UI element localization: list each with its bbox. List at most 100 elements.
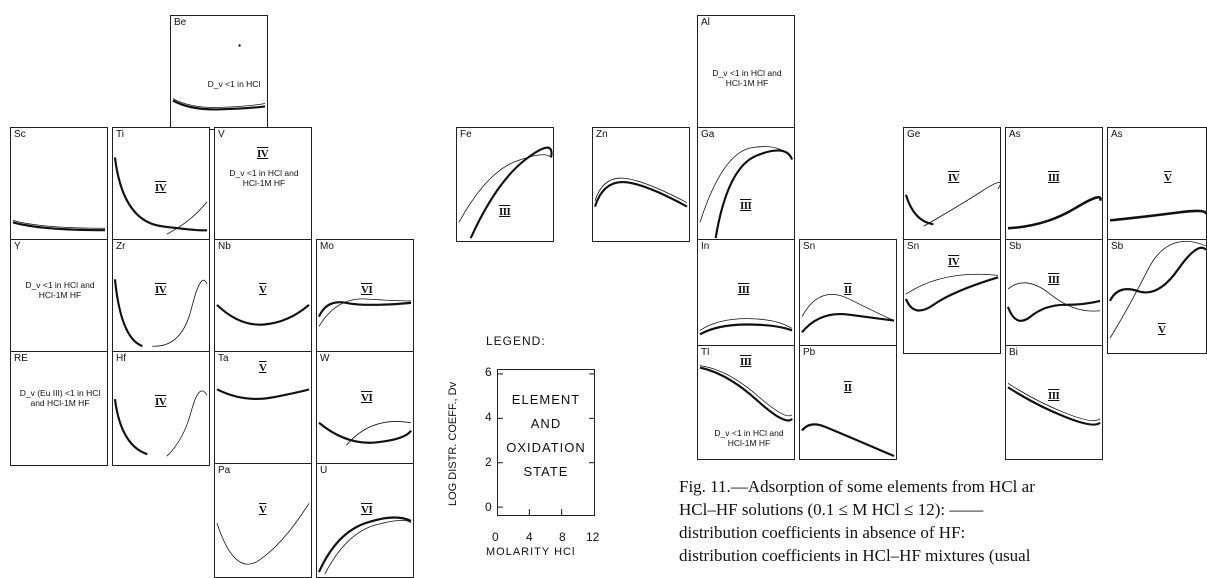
y-tick-0: 0 <box>485 500 492 514</box>
panel-bi: Bi III <box>1005 345 1103 460</box>
element-symbol: Y <box>14 241 21 252</box>
panel-sn2: Sn II <box>799 239 897 354</box>
element-symbol: Bi <box>1009 347 1018 358</box>
x-tick-4: 4 <box>526 530 533 544</box>
panel-ti: Ti IV <box>112 127 210 242</box>
panel-note: D_v <1 in HCl <box>207 79 261 89</box>
panel-note: D_v (Eu III) <1 in HCl and HCl-1M HF <box>19 388 101 408</box>
panel-ta: Ta V <box>214 351 312 466</box>
panel-y: Y D_v <1 in HCl and HCl-1M HF <box>10 239 108 354</box>
panel-tl: Tl III D_v <1 in HCl and HCl-1M HF <box>697 345 795 460</box>
oxidation-state: IV <box>257 148 269 160</box>
panel-nb: Nb V <box>214 239 312 354</box>
element-symbol: Ga <box>701 129 715 140</box>
panel-as5: As V <box>1107 127 1207 242</box>
panel-al: Al D_v <1 in HCl and HCl-1M HF <box>697 15 795 130</box>
oxidation-state: V <box>259 284 267 296</box>
element-symbol: Sb <box>1009 241 1022 252</box>
element-symbol: Sn <box>803 241 816 252</box>
panel-u: U VI <box>316 463 414 578</box>
panel-re: RE D_v (Eu III) <1 in HCl and HCl-1M HF <box>10 351 108 466</box>
legend-y-axis-label: LOG DISTR. COEFF., Dv <box>447 381 459 506</box>
oxidation-state: III <box>740 356 752 368</box>
panel-pa: Pa V <box>214 463 312 578</box>
oxidation-state: IV <box>948 172 960 184</box>
panel-fe: Fe III <box>456 127 554 242</box>
element-symbol: Nb <box>218 241 231 252</box>
element-symbol: V <box>218 129 225 140</box>
element-symbol: Sn <box>907 241 920 252</box>
oxidation-state: III <box>740 200 752 212</box>
panel-sb3: Sb III <box>1005 239 1103 354</box>
element-symbol: Ge <box>907 129 921 140</box>
element-symbol: As <box>1009 129 1021 140</box>
element-symbol: Hf <box>116 353 126 364</box>
panel-ga: Ga III <box>697 127 795 242</box>
element-symbol: As <box>1111 129 1123 140</box>
legend-x-axis-label: MOLARITY HCl <box>486 546 576 558</box>
element-symbol: RE <box>14 353 28 364</box>
x-tick-12: 12 <box>586 530 600 544</box>
y-tick-2: 2 <box>485 455 492 469</box>
panel-sb5: Sb V <box>1107 239 1207 354</box>
oxidation-state: III <box>1048 390 1060 402</box>
panel-w: W VI <box>316 351 414 466</box>
panel-note: D_v <1 in HCl and HCl-1M HF <box>714 428 784 448</box>
oxidation-state: III <box>499 206 511 218</box>
element-symbol: Pb <box>803 347 816 358</box>
panel-zn: Zn <box>592 127 690 242</box>
element-symbol: Ti <box>116 129 124 140</box>
y-tick-6: 6 <box>485 365 492 379</box>
panel-mo: Mo VI <box>316 239 414 354</box>
panel-note: D_v <1 in HCl and HCl-1M HF <box>712 68 782 88</box>
panel-sn4: Sn IV <box>903 239 1001 354</box>
legend-element: ELEMENT <box>511 392 581 407</box>
panel-hf: Hf IV <box>112 351 210 466</box>
oxidation-state: VI <box>361 392 373 404</box>
panel-be: Be D_v <1 in HCl <box>170 15 268 130</box>
panel-ge: Ge IV <box>903 127 1001 242</box>
oxidation-state: IV <box>155 182 167 194</box>
caption-line-3: distribution coefficients in absence of … <box>679 523 966 542</box>
element-symbol: U <box>320 465 328 476</box>
oxidation-state: IV <box>948 256 960 268</box>
element-symbol: Zr <box>116 241 126 252</box>
panel-as3: As III <box>1005 127 1103 242</box>
oxidation-state: V <box>1158 324 1166 336</box>
element-symbol: Sc <box>14 129 26 140</box>
oxidation-state: III <box>1048 274 1060 286</box>
oxidation-state: III <box>738 284 750 296</box>
oxidation-state: II <box>844 382 852 394</box>
caption-line-2: HCl–HF solutions (0.1 ≤ M HCl ≤ 12): —— <box>679 500 984 519</box>
oxidation-state: V <box>259 504 267 516</box>
element-symbol: Al <box>701 17 710 28</box>
oxidation-state: V <box>259 362 267 374</box>
legend-and: AND <box>530 416 562 431</box>
element-symbol: Pa <box>218 465 231 476</box>
panel-zr: Zr IV <box>112 239 210 354</box>
element-symbol: Sb <box>1111 241 1124 252</box>
element-symbol: Tl <box>701 347 710 358</box>
oxidation-state: III <box>1048 172 1060 184</box>
caption-line-4: distribution coefficients in HCl–HF mixt… <box>679 546 1031 565</box>
oxidation-state: IV <box>155 284 167 296</box>
element-symbol: Mo <box>320 241 334 252</box>
oxidation-state: VI <box>361 504 373 516</box>
element-symbol: Be <box>174 17 187 28</box>
panel-v: V IV D_v <1 in HCl and HCl-1M HF <box>214 127 312 242</box>
element-symbol: Ta <box>218 353 229 364</box>
panel-sc: Sc <box>10 127 108 242</box>
panel-in: In III <box>697 239 795 354</box>
panel-pb: Pb II <box>799 345 897 460</box>
legend-title: LEGEND: <box>486 334 546 348</box>
element-symbol: W <box>320 353 330 364</box>
y-tick-4: 4 <box>485 410 492 424</box>
oxidation-state: V <box>1164 172 1172 184</box>
x-tick-8: 8 <box>559 530 566 544</box>
element-symbol: Zn <box>596 129 608 140</box>
panel-note: D_v <1 in HCl and HCl-1M HF <box>229 168 299 188</box>
figure-caption: Fig. 11.—Adsorption of some elements fro… <box>679 475 1207 567</box>
panel-note: D_v <1 in HCl and HCl-1M HF <box>25 280 95 300</box>
x-tick-0: 0 <box>492 530 499 544</box>
element-symbol: In <box>701 241 710 252</box>
